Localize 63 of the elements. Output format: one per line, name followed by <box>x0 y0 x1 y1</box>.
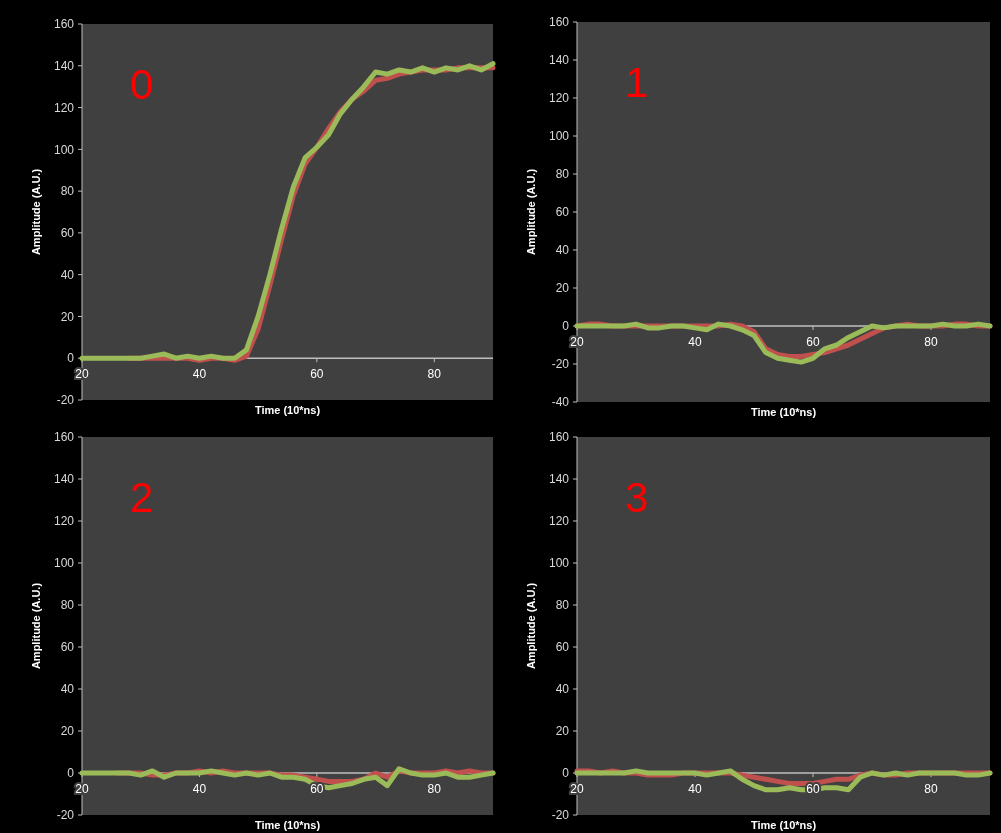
x-tick-label: 80 <box>924 782 938 796</box>
y-tick-label: 80 <box>555 167 570 182</box>
y-tick-label: 40 <box>60 682 75 697</box>
x-tick-label: 60 <box>310 367 324 382</box>
y-tick-label: 60 <box>60 226 75 241</box>
y-tick-label: 0 <box>67 351 75 366</box>
text: 0 <box>130 61 154 108</box>
y-tick-label: 160 <box>53 430 75 445</box>
y-tick-label: 100 <box>53 556 75 571</box>
y-tick-label: 160 <box>548 15 570 30</box>
y-tick-label: 40 <box>60 267 75 282</box>
x-tick-label: 40 <box>688 335 702 349</box>
y-tick-label: 160 <box>548 430 570 445</box>
x-axis-title: Time (10*ns) <box>750 406 817 418</box>
y-axis-title: Amplitude (A.U.) <box>30 168 42 256</box>
x-tick-label: 80 <box>427 782 442 796</box>
y-tick-label: 160 <box>53 17 75 32</box>
y-tick-label: 120 <box>53 100 75 115</box>
y-tick-label: 100 <box>548 129 570 144</box>
y-tick-label: 140 <box>548 53 570 68</box>
y-tick-label: 0 <box>67 766 75 781</box>
y-tick-label: 0 <box>562 319 570 334</box>
x-tick-label: 80 <box>924 335 938 349</box>
y-tick-label: 20 <box>60 724 75 739</box>
x-tick-label: 40 <box>192 782 207 796</box>
y-tick-label: 60 <box>555 205 570 220</box>
y-tick-label: 120 <box>53 514 75 529</box>
y-tick-label: 100 <box>53 142 75 157</box>
y-tick-label: 140 <box>548 472 570 487</box>
y-tick-label: 20 <box>555 724 570 739</box>
y-axis-title: Amplitude (A.U.) <box>525 168 537 256</box>
y-tick-label: 140 <box>53 58 75 73</box>
y-tick-label: 0 <box>562 766 570 781</box>
y-tick-label: 40 <box>555 682 570 697</box>
y-tick-label: 120 <box>548 91 570 106</box>
x-axis-title: Time (10*ns) <box>254 404 321 416</box>
y-tick-label: -20 <box>551 357 570 372</box>
x-axis-title: Time (10*ns) <box>254 819 321 831</box>
x-tick-label: 60 <box>806 335 820 349</box>
y-tick-label: -20 <box>551 808 570 823</box>
y-tick-label: 100 <box>548 556 570 571</box>
y-tick-label: 80 <box>60 184 75 199</box>
x-tick-label: 40 <box>192 367 207 382</box>
x-tick-label: 80 <box>427 367 442 382</box>
y-tick-label: 80 <box>60 598 75 613</box>
text: 2 <box>130 474 154 521</box>
y-tick-label: 120 <box>548 514 570 529</box>
y-tick-label: -40 <box>551 395 570 410</box>
text: 1 <box>625 59 649 106</box>
text: 3 <box>625 474 649 521</box>
y-tick-label: 60 <box>60 640 75 655</box>
x-axis-title: Time (10*ns) <box>750 819 817 831</box>
y-tick-label: 140 <box>53 472 75 487</box>
x-tick-label: 40 <box>688 782 702 796</box>
y-axis-title: Amplitude (A.U.) <box>30 582 42 670</box>
y-tick-label: -20 <box>56 393 75 408</box>
y-axis-title: Amplitude (A.U.) <box>525 582 537 670</box>
y-tick-label: 20 <box>60 309 75 324</box>
y-tick-label: 20 <box>555 281 570 296</box>
y-tick-label: 80 <box>555 598 570 613</box>
y-tick-label: 40 <box>555 243 570 258</box>
y-tick-label: 60 <box>555 640 570 655</box>
y-tick-label: -20 <box>56 808 75 823</box>
